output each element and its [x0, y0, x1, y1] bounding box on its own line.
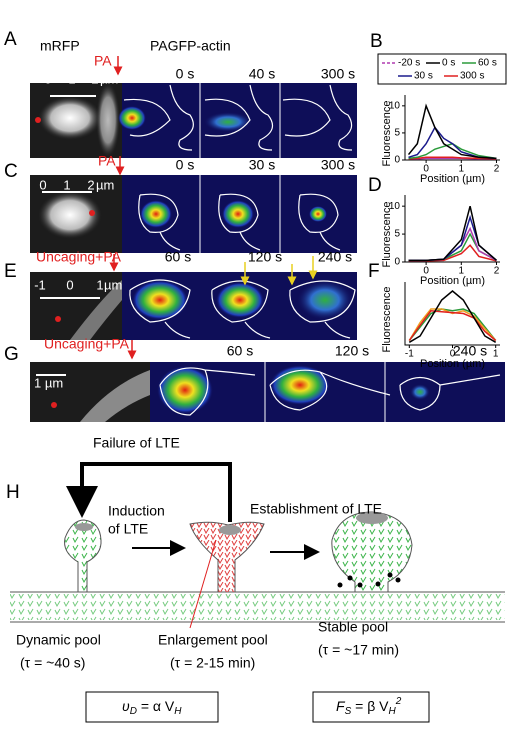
pool-name: Stable pool — [318, 619, 388, 635]
line-series — [408, 205, 497, 262]
stimulus-label: PA — [98, 153, 116, 169]
image-strip — [30, 82, 357, 158]
y-tick-label: 5 — [394, 128, 400, 139]
x-tick-label: 0 — [423, 266, 429, 277]
time-label: 240 s — [318, 249, 352, 265]
panel-letter: H — [6, 482, 20, 503]
diagram-label: of LTE — [108, 521, 148, 537]
image-strip — [30, 256, 357, 340]
time-label: 60 s — [227, 343, 253, 359]
line-series — [408, 126, 497, 160]
scale-label: -1 — [34, 277, 46, 292]
scale-label: 1 — [96, 277, 103, 292]
time-label: 120 s — [335, 343, 369, 359]
panel-letter: G — [4, 344, 19, 365]
line-series — [408, 308, 497, 342]
x-tick-label: 0 — [450, 349, 456, 360]
stimulus-label: Uncaging+PA — [44, 336, 130, 352]
x-tick-label: 1 — [493, 349, 499, 360]
scale-label: 0 — [39, 177, 46, 192]
time-label: 40 s — [249, 66, 275, 82]
line-series — [407, 103, 497, 160]
x-tick-label: 2 — [494, 266, 500, 277]
stimulus-label: PA — [94, 53, 112, 69]
axis — [404, 282, 500, 346]
line-series — [408, 156, 497, 160]
diagram-label: Induction — [108, 503, 165, 519]
line-series — [408, 308, 497, 341]
pool-name: Dynamic pool — [16, 632, 101, 648]
stimulus-label: Uncaging+PA — [36, 249, 122, 265]
time-label: 60 s — [165, 249, 191, 265]
panel-letter: C — [4, 161, 18, 182]
scale-label: 0 — [44, 71, 51, 86]
y-tick-label: 10 — [389, 100, 401, 111]
scale-label: 1 — [63, 177, 70, 192]
scale-label: µm — [96, 177, 114, 192]
image-strip — [30, 175, 357, 253]
diagram-label: Failure of LTE — [93, 435, 180, 451]
y-tick-label: 5 — [394, 229, 400, 240]
line-series — [408, 310, 497, 342]
probe-label: PAGFP-actin — [150, 38, 231, 54]
y-axis-label: Fluorescence — [381, 286, 393, 352]
time-label: 0 s — [176, 66, 195, 82]
scale-label: µm — [104, 277, 122, 292]
pool-tau: (τ = ~40 s) — [20, 655, 85, 671]
pool-name: Enlargement pool — [158, 632, 268, 648]
x-tick-label: 2 — [494, 164, 500, 175]
panel-letter: D — [368, 175, 382, 196]
x-axis-label: Position (µm) — [420, 173, 485, 185]
x-axis-label: Position (µm) — [420, 358, 485, 370]
x-axis-label: Position (µm) — [420, 275, 485, 287]
formula: FS = β VH2 — [336, 696, 402, 717]
diagram — [10, 462, 505, 723]
line-series — [408, 290, 497, 343]
legend-label: 300 s — [460, 71, 484, 82]
scale-label: 0 — [66, 277, 73, 292]
time-label: 300 s — [321, 66, 355, 82]
scale-label: µm — [100, 71, 118, 86]
x-tick-label: 0 — [423, 164, 429, 175]
diagram-label: Establishment of LTE — [250, 501, 382, 517]
time-label: 30 s — [249, 157, 275, 173]
scale-label: 2 — [87, 177, 94, 192]
x-tick-label: -1 — [405, 349, 414, 360]
x-tick-label: 1 — [459, 164, 465, 175]
scale-label: 1 — [68, 71, 75, 86]
legend: -20 s 0 s 60 s 30 s 300 s — [382, 58, 497, 82]
y-tick-label: 0 — [394, 155, 400, 166]
scale-label: 1 µm — [34, 375, 63, 390]
line-series — [408, 142, 497, 160]
pool-tau: (τ = 2-15 min) — [170, 655, 255, 671]
legend-label: -20 s — [398, 58, 420, 69]
formula: υD = α VH — [122, 698, 182, 717]
channel-label: mRFP — [40, 38, 80, 54]
y-axis-label: Fluorescence — [381, 100, 393, 166]
y-axis-label: Fluorescence — [381, 201, 393, 267]
y-tick-label: 10 — [389, 201, 401, 212]
legend-label: 60 s — [478, 58, 497, 69]
x-tick-label: 1 — [459, 266, 465, 277]
y-tick-label: 0 — [394, 257, 400, 268]
panel-letter: E — [4, 261, 17, 282]
panel-letter: F — [368, 261, 380, 282]
legend-label: 0 s — [442, 58, 455, 69]
legend-box — [377, 53, 507, 85]
time-label: 240 s — [453, 343, 487, 359]
image-strip — [30, 362, 505, 422]
axis — [404, 95, 500, 161]
scale-label: 2 — [91, 71, 98, 86]
panel-letter: A — [4, 29, 17, 50]
time-label: 0 s — [176, 157, 195, 173]
pool-tau: (τ = ~17 min) — [318, 642, 399, 658]
time-label: 120 s — [248, 249, 282, 265]
legend-label: 30 s — [414, 71, 433, 82]
panel-letter: B — [370, 31, 383, 52]
time-label: 300 s — [321, 157, 355, 173]
